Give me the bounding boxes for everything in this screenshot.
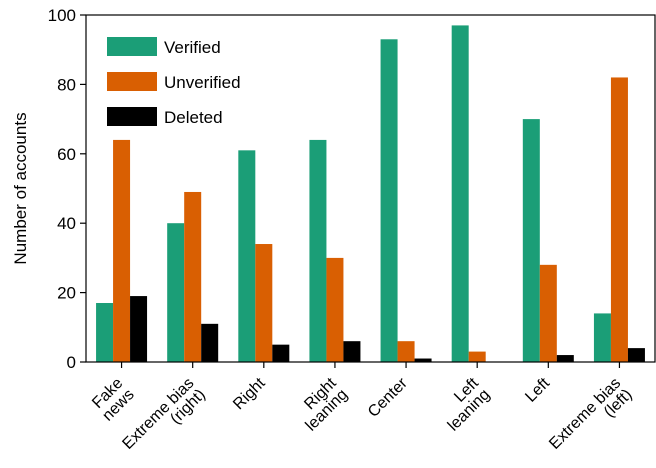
legend-label-unverified: Unverified — [164, 73, 241, 92]
legend-label-verified: Verified — [164, 38, 221, 57]
bar-deleted — [130, 296, 148, 362]
y-tick-label: 40 — [57, 214, 76, 233]
bar-verified — [380, 39, 398, 362]
bar-verified — [238, 150, 256, 362]
x-tick-label: Leftleaning — [434, 374, 494, 434]
y-tick-label: 0 — [67, 353, 76, 372]
y-tick-label: 20 — [57, 284, 76, 303]
legend-label-deleted: Deleted — [164, 108, 223, 127]
y-axis: 0 20 40 60 80 100 — [48, 6, 86, 372]
bar-verified — [451, 25, 469, 362]
bar-deleted — [201, 323, 219, 362]
y-tick-label: 100 — [48, 6, 76, 25]
x-tick-label: Fakenews — [88, 375, 138, 425]
bar-verified — [522, 119, 540, 362]
bars-layer — [96, 25, 645, 363]
bar-unverified — [539, 264, 557, 362]
y-axis-label: Number of accounts — [11, 112, 30, 264]
x-tick-label: Center — [365, 374, 411, 420]
bar-unverified — [326, 257, 344, 362]
bar-deleted — [556, 355, 574, 362]
x-tick-label: Left — [522, 374, 553, 405]
legend-swatch-unverified — [107, 72, 157, 91]
x-tick-label: Right — [230, 374, 269, 413]
bar-deleted — [627, 348, 645, 362]
plot-frame — [85, 14, 656, 363]
x-tick-label: Extreme bias(left) — [546, 375, 635, 464]
bar-deleted — [343, 341, 361, 362]
bar-unverified — [255, 244, 273, 362]
bar-deleted — [414, 358, 432, 362]
bar-unverified — [468, 351, 486, 362]
y-tick-label: 80 — [57, 75, 76, 94]
bar-verified — [96, 303, 114, 362]
y-tick-label: 60 — [57, 145, 76, 164]
bar-deleted — [272, 344, 290, 362]
legend-swatch-verified — [107, 37, 157, 56]
legend-swatch-deleted — [107, 107, 157, 126]
bar-verified — [167, 223, 185, 362]
bar-unverified — [113, 139, 131, 362]
bar-unverified — [397, 341, 415, 362]
bar-unverified — [184, 191, 202, 362]
x-tick-label: Extreme bias(right) — [119, 375, 208, 464]
bar-verified — [309, 139, 327, 362]
x-tick-label: Rightleaning — [291, 374, 351, 434]
legend: Verified Unverified Deleted — [107, 37, 241, 127]
bar-unverified — [610, 77, 628, 363]
bar-verified — [593, 313, 611, 362]
